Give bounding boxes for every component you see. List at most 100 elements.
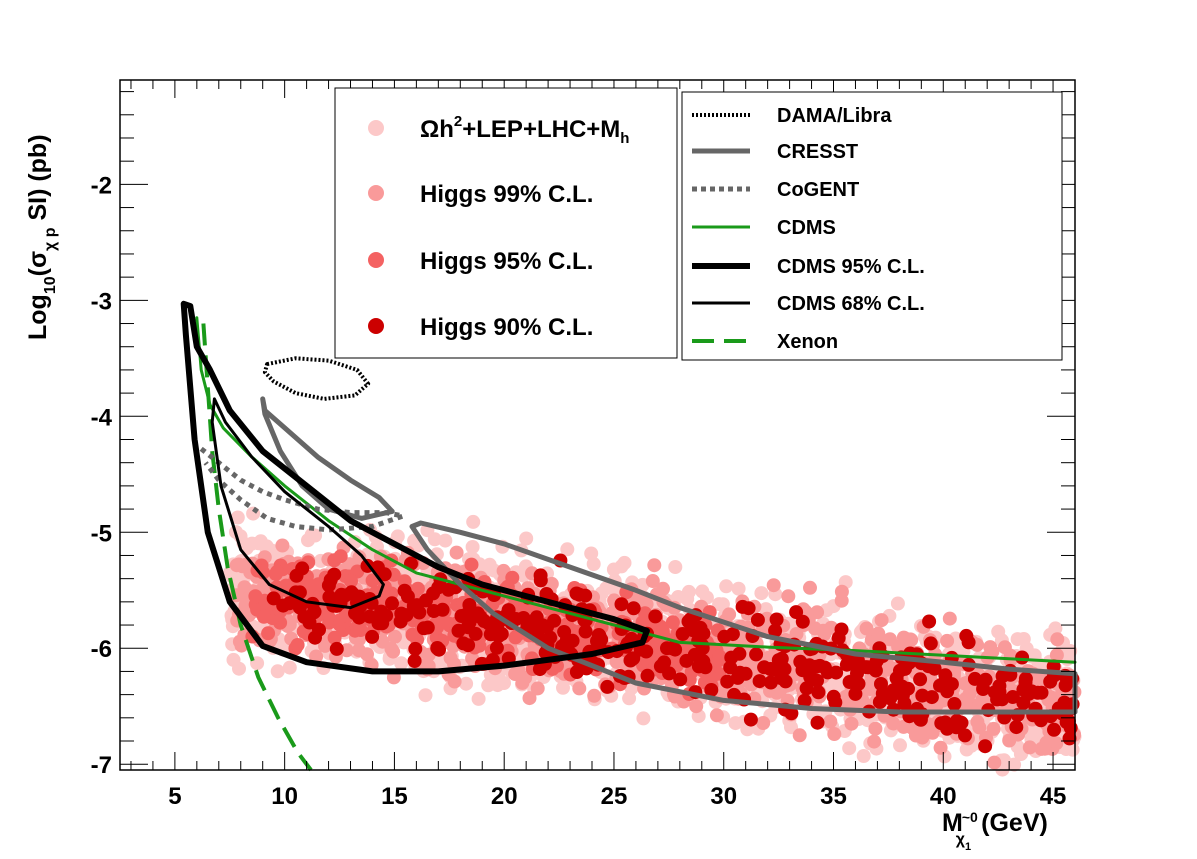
- point-omega: [890, 596, 905, 611]
- point-h95: [256, 609, 271, 624]
- point-h90: [725, 627, 740, 642]
- point-h90: [1015, 650, 1030, 665]
- point-h99: [997, 640, 1012, 655]
- point-h99: [318, 638, 332, 653]
- point-h90: [1043, 674, 1058, 689]
- legend-label-cresst: CRESST: [777, 141, 858, 163]
- point-omega: [719, 579, 734, 594]
- scatter-legend: Ωh2+LEP+LHC+Mh Higgs 99% C.L. Higgs 95% …: [334, 87, 678, 359]
- point-h99: [781, 589, 796, 604]
- point-h90: [491, 629, 506, 643]
- x-axis-title: M~0 χ1(GeV): [942, 809, 1048, 853]
- point-h90: [371, 616, 386, 631]
- point-h90: [720, 674, 735, 689]
- point-omega: [282, 660, 297, 675]
- curve-xenon: [201, 323, 313, 772]
- point-h90: [412, 605, 427, 620]
- point-omega: [246, 506, 261, 521]
- point-h90: [365, 629, 380, 644]
- plot-frame: [119, 79, 1076, 771]
- point-h99: [360, 647, 374, 662]
- point-h90: [797, 693, 812, 708]
- point-h99: [987, 755, 1002, 770]
- point-omega: [465, 540, 480, 554]
- point-h99: [896, 719, 911, 734]
- point-h99: [844, 716, 859, 731]
- point-h90: [774, 651, 789, 666]
- point-h90: [614, 597, 629, 612]
- point-h95: [464, 557, 479, 572]
- point-h90: [385, 596, 399, 611]
- point-h99: [970, 714, 985, 729]
- point-h90: [995, 692, 1010, 707]
- point-h90: [489, 640, 504, 655]
- curve-cresst-low-mass: [260, 396, 395, 521]
- point-h90: [923, 636, 938, 651]
- point-h90: [810, 715, 825, 730]
- point-h90: [738, 666, 753, 681]
- point-h99: [275, 538, 290, 553]
- point-h90: [735, 599, 750, 614]
- point-h90: [961, 635, 976, 650]
- y-tick-label: -4: [91, 404, 113, 431]
- point-h99: [823, 714, 838, 729]
- point-h99: [515, 675, 530, 690]
- x-tick-label: 45: [1040, 783, 1067, 810]
- point-h99: [1037, 741, 1052, 756]
- point-h90: [531, 621, 546, 636]
- point-h90: [752, 674, 767, 689]
- point-h90: [468, 626, 483, 641]
- point-h90: [934, 716, 949, 731]
- point-omega: [856, 749, 871, 763]
- point-h90: [799, 681, 814, 696]
- point-h90: [675, 627, 690, 641]
- point-h90: [561, 636, 576, 651]
- point-h90: [851, 676, 866, 691]
- point-h99: [645, 574, 660, 588]
- point-omega: [519, 531, 534, 546]
- point-h95: [268, 567, 283, 581]
- x-tick-label: 35: [820, 783, 847, 810]
- y-tick-label: -5: [91, 520, 112, 547]
- point-h95: [712, 649, 727, 664]
- point-omega: [893, 738, 907, 753]
- point-h90: [648, 609, 663, 624]
- point-h95: [333, 549, 348, 564]
- point-h99: [449, 545, 464, 560]
- exclusion-curves: [180, 300, 1078, 772]
- point-h90: [829, 665, 844, 680]
- point-h90: [769, 612, 784, 627]
- point-h90: [1018, 671, 1033, 686]
- legend-marker-h99: [368, 185, 384, 201]
- point-h95: [256, 565, 271, 580]
- point-h95: [248, 589, 263, 604]
- point-h99: [709, 708, 724, 723]
- point-h99: [572, 681, 587, 696]
- point-h90: [1062, 731, 1077, 746]
- point-h90: [784, 706, 799, 721]
- point-h90: [949, 720, 964, 735]
- point-h90: [1047, 722, 1061, 737]
- point-h90: [897, 696, 912, 711]
- point-h90: [348, 606, 362, 621]
- point-h95: [410, 581, 425, 596]
- point-h99: [933, 740, 948, 755]
- x-tick-label: 25: [601, 783, 628, 810]
- point-h95: [327, 630, 342, 645]
- point-h90: [346, 587, 361, 602]
- legend-label-h95: Higgs 95% C.L.: [420, 248, 593, 275]
- point-h90: [578, 624, 593, 639]
- point-h90: [763, 675, 778, 690]
- point-omega: [586, 557, 601, 571]
- point-h90: [976, 682, 991, 696]
- legend-marker-omega: [368, 120, 384, 136]
- point-h99: [867, 734, 882, 749]
- curve-cogent: [199, 446, 406, 533]
- point-h99: [647, 558, 662, 573]
- point-h90: [377, 567, 392, 582]
- point-h90: [397, 583, 412, 598]
- point-omega: [668, 560, 683, 574]
- point-omega: [394, 656, 409, 671]
- legend-label-cdms95: CDMS 95% C.L.: [777, 256, 925, 278]
